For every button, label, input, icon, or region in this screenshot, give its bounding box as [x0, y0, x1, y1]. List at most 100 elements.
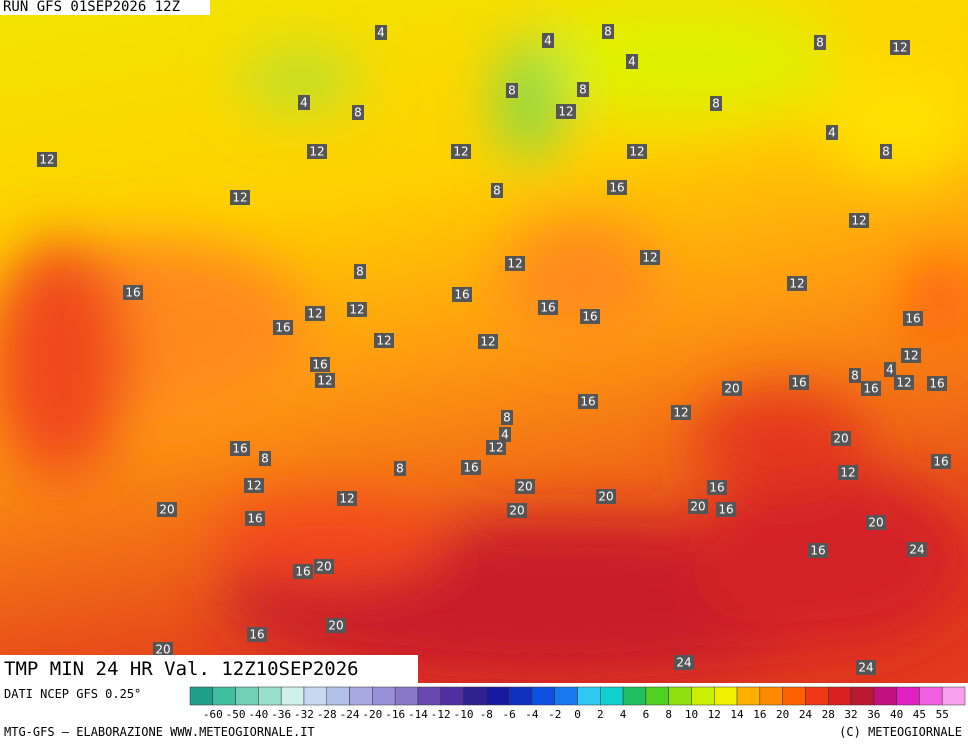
colorbar-swatch	[600, 686, 624, 706]
colorbar-label: -32	[294, 708, 314, 721]
colorbar-label: 24	[799, 708, 813, 721]
label-box	[688, 499, 708, 514]
label-box	[596, 489, 616, 504]
isotherm-label: 12	[39, 153, 54, 167]
colorbar-label: 40	[890, 708, 903, 721]
isotherm-label: 4	[300, 96, 308, 110]
colorbar-label: 45	[913, 708, 926, 721]
isotherm-label: 16	[249, 628, 264, 642]
isotherm-label: 12	[629, 145, 644, 159]
colorbar-swatch	[873, 686, 897, 706]
colorbar-label: -28	[317, 708, 337, 721]
colorbar-swatch	[714, 686, 738, 706]
isotherm-label: 24	[676, 656, 691, 670]
colorbar-label: 36	[867, 708, 880, 721]
label-box	[580, 309, 600, 324]
colorbar-label: 10	[685, 708, 698, 721]
isotherm-label: 8	[493, 184, 501, 198]
colorbar-swatch	[394, 686, 419, 706]
isotherm-label: 12	[246, 479, 261, 493]
isotherm-label: 8	[816, 36, 824, 50]
isotherm-label: 16	[933, 455, 948, 469]
isotherm-label: 16	[463, 461, 478, 475]
isotherm-label: 12	[480, 335, 495, 349]
label-box	[787, 276, 807, 291]
colorbar-label: -36	[271, 708, 291, 721]
colorbar-swatch	[554, 686, 578, 706]
colorbar-swatch	[622, 686, 647, 706]
isotherm-label: 4	[377, 26, 385, 40]
colorbar-swatch	[280, 686, 305, 706]
label-box	[506, 83, 518, 98]
isotherm-label: 16	[863, 382, 878, 396]
label-box	[374, 333, 394, 348]
isotherm-label: 12	[232, 191, 247, 205]
colorbar-swatch	[782, 686, 806, 706]
colorbar-label: -10	[454, 708, 474, 721]
label-box	[375, 25, 387, 40]
run-header: RUN GFS 01SEP2026 12Z	[0, 0, 211, 15]
colorbar-swatch	[827, 686, 852, 706]
colorbar-label: -14	[408, 708, 428, 721]
colorbar-swatch	[531, 686, 555, 706]
label-box	[315, 373, 335, 388]
isotherm-label: 20	[159, 503, 174, 517]
footer-left: MTG-GFS — ELABORAZIONE WWW.METEOGIORNALE…	[4, 725, 315, 739]
isotherm-label: 16	[540, 301, 555, 315]
isotherm-label: 8	[579, 83, 587, 97]
label-box	[37, 152, 57, 167]
colorbar-label: 8	[665, 708, 672, 721]
colorbar-swatch	[668, 686, 692, 706]
label-box	[394, 461, 406, 476]
isotherm-label: 4	[886, 363, 894, 377]
label-box	[907, 542, 927, 557]
label-box	[901, 348, 921, 363]
isotherm-label: 8	[503, 411, 511, 425]
label-box	[849, 368, 861, 383]
label-box	[903, 311, 923, 326]
isotherm-label: 20	[690, 500, 705, 514]
isotherm-label: 12	[307, 307, 322, 321]
colorbar-swatch	[326, 686, 350, 706]
colorbar-swatch	[850, 686, 875, 706]
isotherm-label: 12	[896, 376, 911, 390]
isotherm-label: 20	[509, 504, 524, 518]
colorbar-swatch	[645, 686, 669, 706]
colorbar-label: 20	[776, 708, 789, 721]
label-box	[499, 427, 511, 442]
colorbar-label: 0	[574, 708, 581, 721]
label-box	[310, 357, 330, 372]
label-box	[671, 405, 691, 420]
label-box	[247, 627, 267, 642]
label-box	[305, 306, 325, 321]
isotherm-label: 20	[316, 560, 331, 574]
isotherm-label: 16	[709, 481, 724, 495]
label-box	[808, 543, 828, 558]
colorbar-swatch	[463, 686, 487, 706]
isotherm-label: 16	[247, 512, 262, 526]
label-box	[230, 190, 250, 205]
label-box	[542, 33, 554, 48]
label-box	[578, 394, 598, 409]
isotherm-label: 12	[789, 277, 804, 291]
isotherm-label: 12	[903, 349, 918, 363]
isotherm-label: 4	[501, 428, 509, 442]
label-box	[927, 376, 947, 391]
colorbar-swatch	[440, 686, 464, 706]
map-title: TMP MIN 24 HR Val. 12Z10SEP2026	[0, 655, 418, 683]
colorbar-label: -40	[248, 708, 268, 721]
isotherm-label: 16	[609, 181, 624, 195]
label-box	[602, 24, 614, 39]
label-box	[326, 618, 346, 633]
label-box	[880, 144, 892, 159]
label-box	[722, 381, 742, 396]
label-box	[230, 441, 250, 456]
label-box	[307, 144, 327, 159]
isotherm-label: 16	[295, 565, 310, 579]
label-box	[627, 144, 647, 159]
isotherm-label: 12	[840, 466, 855, 480]
label-box	[861, 381, 881, 396]
colorbar-label: -12	[431, 708, 451, 721]
label-box	[894, 375, 914, 390]
